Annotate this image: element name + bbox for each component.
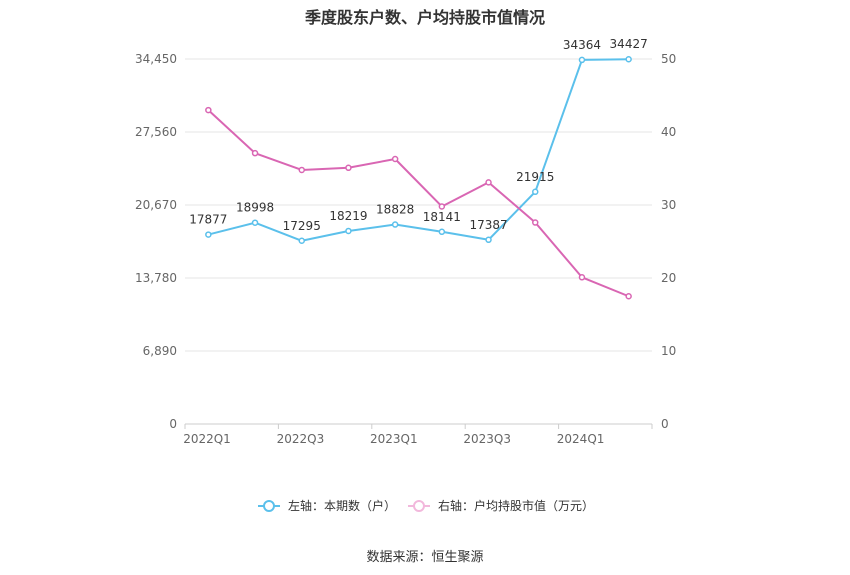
data-point-holders [251, 219, 259, 226]
x-axis-tick-label: 2024Q1 [557, 432, 605, 446]
data-point-avg-value [438, 203, 446, 210]
series-line-holders [208, 58, 629, 242]
right-axis-tick-label: 10 [661, 344, 676, 358]
data-point-avg-value [205, 106, 212, 114]
data-point-holders [532, 188, 539, 196]
data-label: 34427 [610, 37, 648, 51]
data-label: 21915 [516, 170, 554, 184]
x-axis-tick-label: 2023Q1 [370, 432, 418, 446]
data-label: 18219 [329, 209, 367, 223]
data-source: 数据来源：恒生聚源 [366, 550, 484, 565]
legend[interactable]: 左轴：本期数（户） 右轴：户均持股市值（万元） [258, 498, 594, 513]
data-point-avg-value [578, 274, 586, 281]
series-line-avg-value [207, 109, 630, 298]
left-axis-tick-label: 6,890 [143, 344, 177, 358]
left-axis-tick-label: 20,670 [135, 198, 177, 212]
right-axis-tick-label: 40 [661, 125, 676, 139]
data-point-holders [205, 231, 212, 238]
data-label: 17387 [469, 218, 507, 232]
data-label: 18828 [376, 203, 414, 217]
left-axis-tick-label: 0 [169, 417, 177, 431]
x-axis-tick-label: 2023Q3 [463, 432, 511, 446]
axes: 0 6,890 13,780 20,670 27,560 34,450 0 10 20 30 40 5… [135, 52, 676, 446]
data-point-holders [625, 55, 632, 63]
right-axis-tick-label: 50 [661, 52, 676, 66]
legend-item-label: 右轴：户均持股市值（万元） [438, 498, 594, 513]
data-point-avg-value [251, 149, 259, 157]
legend-marker-icon [263, 500, 275, 512]
data-label: 17295 [283, 219, 321, 233]
data-point-holders [578, 56, 586, 64]
data-point-holders [438, 228, 446, 236]
data-labels: 17877 18998 17295 18219 18828 18141 17387 21915… [189, 37, 647, 233]
data-label: 18998 [236, 201, 274, 215]
data-point-holders [345, 227, 352, 235]
data-point-avg-value [532, 219, 539, 226]
data-point-holders [391, 221, 399, 228]
data-label: 18141 [423, 210, 461, 224]
right-axis-tick-label: 30 [661, 198, 676, 212]
right-axis-tick-label: 20 [661, 271, 676, 285]
x-axis-tick-label: 2022Q1 [183, 432, 231, 446]
left-axis-tick-label: 13,780 [135, 271, 177, 285]
right-axis-tick-label: 0 [661, 417, 669, 431]
data-point-avg-value [345, 164, 352, 172]
left-axis-tick-label: 27,560 [135, 125, 177, 139]
data-label: 17877 [189, 213, 227, 227]
data-point-holders [298, 237, 305, 245]
grid-lines [185, 58, 652, 352]
data-label: 34364 [563, 38, 601, 52]
legend-item-label: 左轴：本期数（户） [288, 498, 396, 513]
data-point-avg-value [391, 155, 399, 163]
data-point-avg-value [298, 166, 305, 174]
x-axis-tick-label: 2022Q3 [277, 432, 325, 446]
data-point-avg-value [485, 179, 492, 186]
left-axis-tick-label: 34,450 [135, 52, 177, 66]
data-point-holders [485, 236, 492, 244]
data-point-avg-value [625, 293, 632, 300]
series-group [205, 55, 632, 300]
legend-marker-icon [413, 500, 425, 512]
chart-title: 季度股东户数、户均持股市值情况 [304, 8, 545, 27]
